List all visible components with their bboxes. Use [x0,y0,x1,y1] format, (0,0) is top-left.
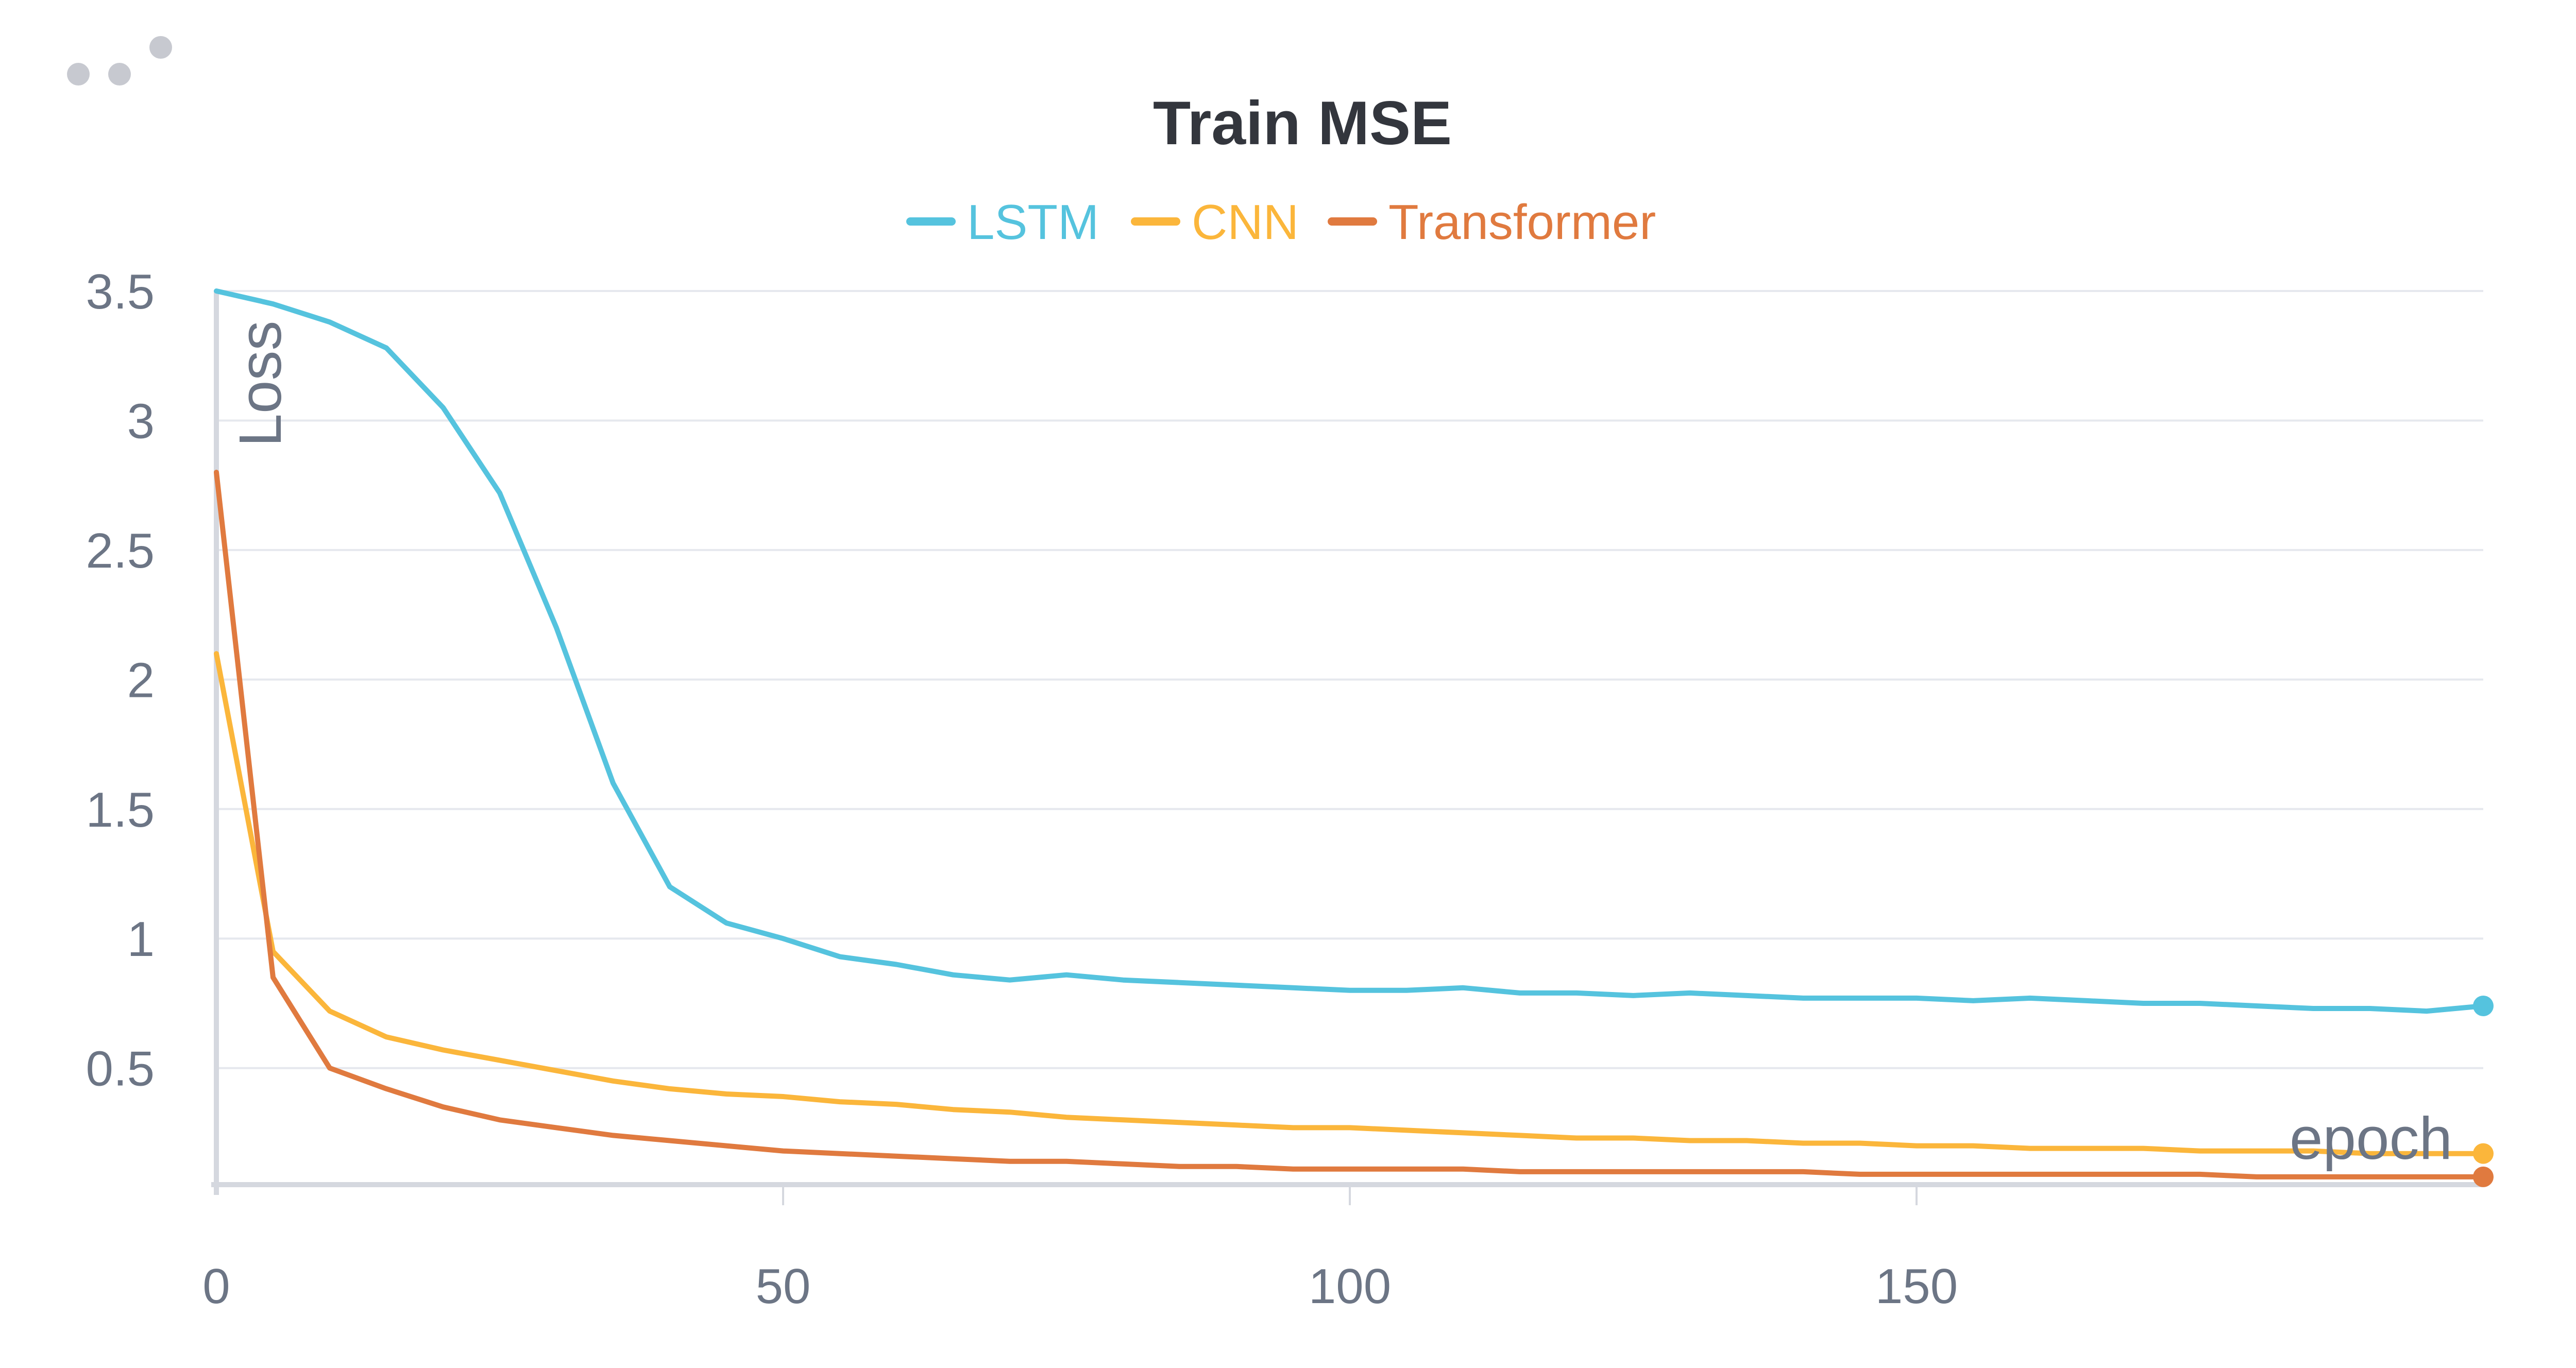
y-tick-label: 2.5 [86,523,155,578]
cnn-series-line [214,651,2486,1156]
y-tick-label: 1.5 [86,782,155,837]
transformer-series-line [214,470,2486,1179]
y-tick-label: 2 [127,653,155,708]
lstm-endpoint [2473,996,2494,1016]
menu-dot [149,36,172,59]
cnn-endpoint [2473,1143,2494,1164]
series-lines [214,288,2494,1187]
y-gridlines [216,290,2483,1069]
panel-menu-icon[interactable] [62,31,185,98]
y-axis-label: Loss [227,320,294,447]
lstm-series-line [214,288,2486,1014]
x-tick-label: 150 [1875,1259,1958,1314]
x-tick-label: 100 [1309,1259,1391,1314]
chart-axes [211,291,2483,1195]
x-tick-label: 0 [202,1259,230,1314]
y-tick-label: 3 [127,394,155,449]
y-tick-label: 3.5 [86,264,155,319]
chart-title: Train MSE [1153,89,1452,158]
chart-legend: LSTM CNN Transformer [906,195,1656,250]
legend-transformer-label: Transformer [1388,195,1656,250]
transformer-endpoint [2473,1166,2494,1187]
y-tick-label: 1 [127,912,155,967]
legend-cnn-label: CNN [1192,195,1299,250]
legend-lstm-label: LSTM [967,195,1099,250]
x-gridlines [782,1185,1918,1205]
menu-dot [108,63,131,86]
x-tick-labels: 0 50 100 150 [202,1259,1958,1314]
y-tick-label: 0.5 [86,1041,155,1097]
y-tick-labels: 0.5 1 1.5 2 2.5 3 3.5 [86,264,155,1097]
x-tick-label: 50 [756,1259,811,1314]
menu-dot [67,63,90,86]
x-axis-label: epoch [2290,1105,2452,1172]
